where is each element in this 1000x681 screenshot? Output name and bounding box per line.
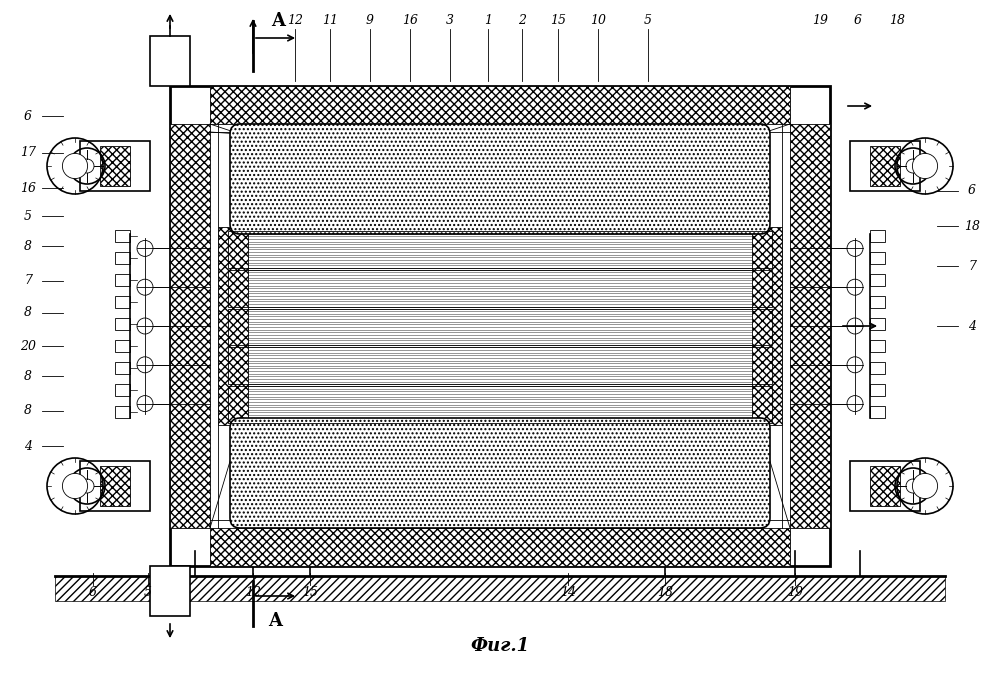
Text: 6: 6 bbox=[24, 110, 32, 123]
Bar bbox=[870, 318, 885, 330]
Bar bbox=[115, 296, 130, 308]
Text: 16: 16 bbox=[20, 182, 36, 195]
Text: 18: 18 bbox=[964, 219, 980, 232]
Bar bbox=[80, 461, 150, 511]
Bar bbox=[870, 406, 885, 418]
Text: 15: 15 bbox=[550, 14, 566, 27]
Bar bbox=[80, 141, 150, 191]
Text: 19: 19 bbox=[787, 586, 803, 599]
Text: A: A bbox=[271, 12, 285, 30]
Text: 1: 1 bbox=[484, 14, 492, 27]
Circle shape bbox=[62, 473, 88, 498]
Bar bbox=[850, 141, 920, 191]
Bar bbox=[100, 466, 130, 506]
Bar bbox=[790, 124, 830, 528]
Text: 9: 9 bbox=[366, 14, 374, 27]
Bar bbox=[218, 227, 248, 425]
Bar bbox=[870, 274, 885, 286]
Text: 6: 6 bbox=[968, 185, 976, 197]
Bar bbox=[228, 386, 772, 423]
Text: 17: 17 bbox=[20, 146, 36, 159]
Bar bbox=[870, 296, 885, 308]
Text: 7: 7 bbox=[968, 259, 976, 272]
Text: 4: 4 bbox=[24, 439, 32, 452]
Text: 10: 10 bbox=[590, 14, 606, 27]
Text: 16: 16 bbox=[402, 14, 418, 27]
Bar bbox=[870, 340, 885, 352]
Bar bbox=[115, 252, 130, 264]
Bar bbox=[115, 274, 130, 286]
Text: 8: 8 bbox=[24, 405, 32, 417]
Text: 19: 19 bbox=[812, 14, 828, 27]
Text: 4: 4 bbox=[968, 319, 976, 332]
Bar bbox=[210, 528, 790, 566]
Bar bbox=[228, 347, 772, 384]
Bar bbox=[55, 576, 945, 601]
Text: 18: 18 bbox=[657, 586, 673, 599]
Text: 12: 12 bbox=[245, 586, 261, 599]
Bar bbox=[100, 146, 130, 186]
Text: 11: 11 bbox=[322, 14, 338, 27]
Bar bbox=[228, 270, 772, 306]
Bar bbox=[850, 461, 920, 511]
FancyBboxPatch shape bbox=[230, 124, 770, 234]
Circle shape bbox=[62, 153, 88, 178]
Text: A: A bbox=[268, 612, 282, 630]
Bar bbox=[115, 384, 130, 396]
Bar bbox=[115, 340, 130, 352]
Text: 8: 8 bbox=[24, 306, 32, 319]
Text: 12: 12 bbox=[287, 14, 303, 27]
Bar bbox=[150, 36, 190, 86]
Text: 14: 14 bbox=[560, 586, 576, 599]
Bar bbox=[228, 308, 772, 345]
Text: 5: 5 bbox=[644, 14, 652, 27]
Bar bbox=[115, 406, 130, 418]
Bar bbox=[150, 566, 190, 616]
Bar bbox=[170, 86, 830, 566]
Bar bbox=[115, 362, 130, 374]
Bar bbox=[870, 252, 885, 264]
Text: 8: 8 bbox=[24, 370, 32, 383]
Text: 7: 7 bbox=[24, 274, 32, 287]
Text: 2: 2 bbox=[518, 14, 526, 27]
Text: 6: 6 bbox=[854, 14, 862, 27]
Bar bbox=[752, 227, 782, 425]
Text: 3: 3 bbox=[446, 14, 454, 27]
Text: 5: 5 bbox=[144, 586, 152, 599]
Text: 15: 15 bbox=[302, 586, 318, 599]
Circle shape bbox=[912, 473, 938, 498]
Text: 5: 5 bbox=[24, 210, 32, 223]
Text: 20: 20 bbox=[20, 340, 36, 353]
Bar bbox=[870, 384, 885, 396]
Text: Фиг.1: Фиг.1 bbox=[470, 637, 530, 655]
Bar bbox=[870, 230, 885, 242]
Bar bbox=[870, 466, 900, 506]
FancyBboxPatch shape bbox=[230, 418, 770, 528]
Bar bbox=[228, 231, 772, 268]
Bar bbox=[210, 86, 790, 124]
Bar bbox=[115, 318, 130, 330]
Text: 18: 18 bbox=[889, 14, 905, 27]
Bar bbox=[170, 124, 210, 528]
Bar bbox=[870, 362, 885, 374]
Text: 6: 6 bbox=[89, 586, 97, 599]
Circle shape bbox=[912, 153, 938, 178]
Bar bbox=[115, 230, 130, 242]
Bar bbox=[870, 146, 900, 186]
Text: 8: 8 bbox=[24, 240, 32, 253]
